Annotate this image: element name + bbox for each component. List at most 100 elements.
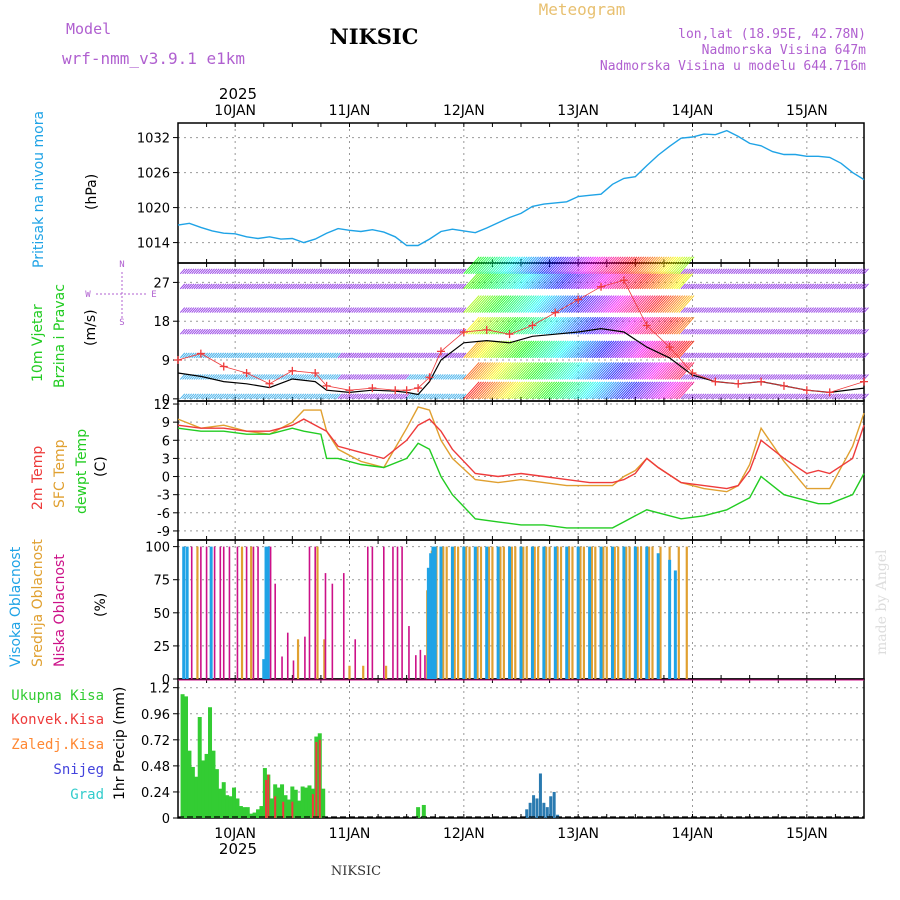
wind-barb	[273, 393, 279, 400]
wind-barb	[511, 271, 528, 290]
wind-barb	[381, 393, 387, 400]
wind-barb	[701, 352, 707, 359]
wind-barb	[301, 307, 307, 313]
wind-barb	[650, 362, 668, 380]
wind-barb	[445, 374, 451, 380]
wind-barb	[815, 393, 821, 400]
wind-barb	[751, 268, 757, 275]
wind-barb	[243, 352, 250, 359]
wind-barb	[760, 283, 766, 290]
wind-barb	[186, 307, 193, 313]
wind-barb	[628, 316, 645, 335]
wind-barb	[269, 352, 275, 359]
wind-barb	[191, 307, 197, 313]
wind-barb	[440, 283, 446, 290]
wind-barb	[735, 393, 741, 400]
wind-barb	[815, 307, 821, 313]
plot-area: 1014102010261032091827-9-6-3036912025507…	[137, 103, 869, 842]
wind-barb	[413, 328, 419, 335]
wind-barb	[182, 268, 188, 275]
wind-barb	[511, 340, 528, 359]
wind-barb	[534, 295, 551, 313]
wind-barb	[182, 328, 188, 335]
wind-barb	[234, 374, 241, 380]
wind-barb	[692, 374, 698, 380]
y-tick-label: 9	[162, 416, 170, 431]
wind-barb	[301, 283, 307, 290]
wind-barb	[767, 393, 773, 400]
wind-barb	[198, 307, 204, 313]
wind-barb	[820, 374, 826, 380]
wind-barb	[317, 268, 323, 275]
wind-barb	[710, 307, 716, 313]
wind-barb	[381, 328, 387, 335]
cloud-bar-mid	[499, 546, 502, 679]
wind-barb	[214, 352, 220, 359]
wind-barb	[522, 362, 539, 380]
wind-barb	[721, 283, 728, 290]
wind-barb	[708, 393, 714, 400]
wind-barb	[275, 328, 282, 335]
wind-barb	[195, 393, 202, 400]
wind-barb	[804, 268, 810, 275]
wind-barb	[488, 340, 505, 359]
wind-barb	[852, 328, 858, 335]
wind-barb	[532, 271, 549, 290]
wind-barb	[859, 328, 865, 335]
wind-barb	[719, 328, 725, 335]
wind-barb	[758, 307, 764, 313]
wind-barb	[696, 268, 702, 275]
wind-barb	[205, 283, 211, 290]
cloud-bar-low	[371, 546, 374, 679]
wind-barb	[207, 352, 213, 359]
wind-barb	[559, 340, 576, 359]
wind-barb	[186, 328, 193, 335]
wind-barb	[458, 307, 465, 313]
wind-barb	[337, 393, 343, 400]
wind-barb	[493, 256, 510, 275]
wind-barb	[490, 271, 507, 290]
cloud-bar-mid	[250, 546, 253, 679]
wind-barb	[225, 374, 231, 380]
wind-barb	[634, 381, 652, 400]
wind-barb	[662, 271, 679, 290]
wind-barb	[447, 393, 453, 400]
wind-barb	[420, 307, 426, 313]
cloud-bar-mid	[487, 546, 491, 679]
wind-barb	[831, 283, 837, 290]
precip-axis-unit: 1hr Precip (mm)	[112, 687, 128, 800]
wind-barb	[289, 268, 295, 275]
wind-barb	[621, 381, 638, 400]
cloud-bar-mid	[659, 546, 662, 679]
wind-barb	[564, 316, 581, 335]
wind-barb	[630, 381, 647, 400]
wind-barb	[358, 268, 364, 275]
wind-barb	[262, 352, 268, 359]
wind-barb	[246, 328, 252, 335]
cloud-bar-high	[429, 553, 433, 679]
wind-barb	[390, 374, 396, 380]
wind-barb	[628, 256, 645, 275]
wind-barb	[404, 328, 410, 335]
wind-barb	[232, 328, 238, 335]
cloud-bar-low	[257, 546, 259, 679]
wind-barb	[682, 307, 689, 313]
wind-barb	[433, 268, 439, 275]
wind-barb	[664, 381, 681, 400]
wind-barb	[520, 362, 537, 380]
wind-barb	[454, 328, 460, 335]
cloud-bar-mid	[617, 546, 620, 679]
wind-barb	[792, 374, 798, 380]
wind-barb	[641, 362, 658, 380]
wind-barb	[666, 271, 684, 290]
wind-barb	[520, 295, 537, 313]
wind-barb	[666, 362, 684, 380]
wind-barb	[241, 393, 247, 400]
wind-barb	[731, 307, 737, 313]
wind-barb	[568, 295, 585, 313]
wind-barb	[641, 256, 658, 275]
wind-barb	[653, 340, 670, 359]
wind-barb	[237, 283, 243, 290]
wind-barb	[303, 328, 309, 335]
